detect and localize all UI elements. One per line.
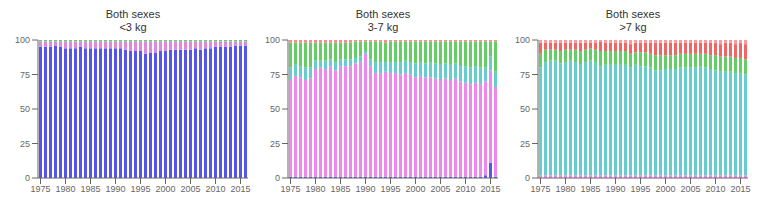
svg-text:2015: 2015	[480, 184, 500, 194]
svg-text:1995: 1995	[130, 184, 150, 194]
svg-text:1985: 1985	[80, 184, 100, 194]
svg-text:2010: 2010	[705, 184, 725, 194]
html-text:3-7 kg: 3-7 kg	[367, 21, 399, 33]
svg-text:75: 75	[520, 70, 530, 80]
svg-text:1990: 1990	[355, 184, 375, 194]
svg-text:0: 0	[525, 173, 530, 183]
svg-text:0: 0	[25, 173, 30, 183]
svg-text:100: 100	[515, 35, 530, 45]
svg-text:2005: 2005	[180, 184, 200, 194]
svg-text:2000: 2000	[655, 184, 675, 194]
svg-text:50: 50	[270, 104, 280, 114]
svg-text:2015: 2015	[730, 184, 750, 194]
html-text:Both sexes: Both sexes	[605, 8, 661, 20]
html-text:Both sexes: Both sexes	[355, 8, 411, 20]
svg-text:2005: 2005	[680, 184, 700, 194]
svg-text:25: 25	[20, 139, 30, 149]
svg-text:1995: 1995	[380, 184, 400, 194]
svg-text:25: 25	[270, 139, 280, 149]
svg-text:0: 0	[275, 173, 280, 183]
svg-text:1990: 1990	[105, 184, 125, 194]
svg-text:100: 100	[265, 35, 280, 45]
svg-text:1980: 1980	[55, 184, 75, 194]
svg-text:50: 50	[520, 104, 530, 114]
svg-text:1975: 1975	[30, 184, 50, 194]
svg-text:25: 25	[520, 139, 530, 149]
svg-text:2010: 2010	[205, 184, 225, 194]
svg-text:75: 75	[270, 70, 280, 80]
svg-text:1975: 1975	[280, 184, 300, 194]
svg-text:1975: 1975	[530, 184, 550, 194]
svg-text:2000: 2000	[155, 184, 175, 194]
svg-text:2005: 2005	[430, 184, 450, 194]
svg-text:1980: 1980	[305, 184, 325, 194]
svg-text:75: 75	[20, 70, 30, 80]
svg-text:1985: 1985	[330, 184, 350, 194]
svg-text:2015: 2015	[230, 184, 250, 194]
svg-text:1990: 1990	[605, 184, 625, 194]
svg-text:1995: 1995	[630, 184, 650, 194]
html-text:>7 kg: >7 kg	[619, 21, 647, 33]
svg-text:100: 100	[15, 35, 30, 45]
svg-text:1985: 1985	[580, 184, 600, 194]
svg-text:2000: 2000	[405, 184, 425, 194]
html-text:<3 kg: <3 kg	[119, 21, 147, 33]
svg-text:2010: 2010	[455, 184, 475, 194]
svg-text:1980: 1980	[555, 184, 575, 194]
html-text:Both sexes: Both sexes	[105, 8, 161, 20]
svg-text:50: 50	[20, 104, 30, 114]
